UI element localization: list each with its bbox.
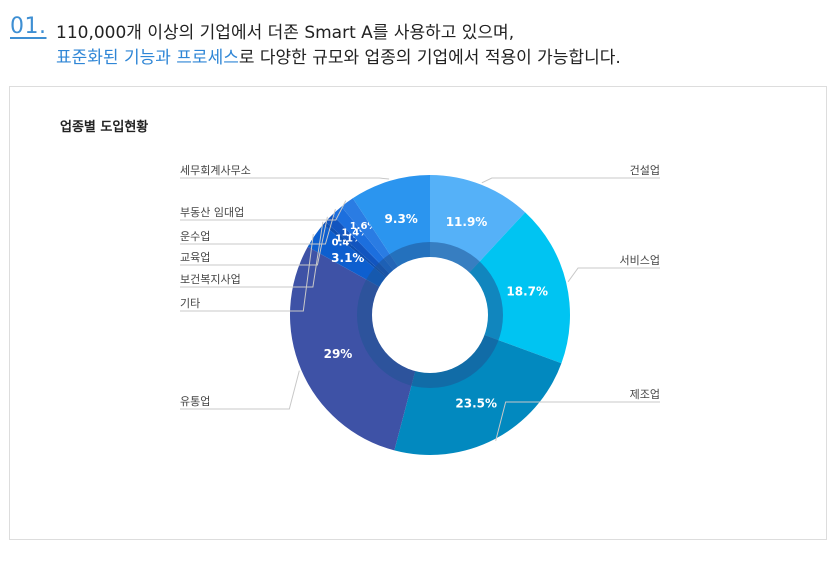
- leader-line-1: [567, 267, 660, 283]
- leader-line-9: [180, 177, 390, 180]
- slice-5: [323, 221, 389, 280]
- slice-value-label-0: 11.9%: [446, 215, 488, 229]
- slice-7: [332, 206, 396, 276]
- leader-line-6: [180, 216, 328, 266]
- header-line-2: 표준화된 기능과 프로세스로 다양한 규모와 업종의 기업에서 적용이 가능합니…: [56, 43, 621, 68]
- leader-line-3: [180, 370, 300, 410]
- category-label-1: 서비스업: [620, 254, 660, 267]
- slice-value-label-1: 18.7%: [506, 285, 548, 299]
- slice-value-label-2: 23.5%: [455, 397, 497, 411]
- category-label-3: 유통업: [180, 395, 210, 408]
- slice-value-label-9: 9.3%: [385, 212, 418, 226]
- leader-line-8: [180, 200, 347, 221]
- header-line-2-rest: 로 다양한 규모와 업종의 기업에서 적용이 가능합니다.: [238, 48, 621, 68]
- section-number: 01.: [10, 14, 47, 39]
- category-label-6: 교육업: [180, 251, 210, 264]
- category-label-4: 기타: [180, 297, 200, 310]
- donut-hole: [372, 257, 488, 373]
- slice-4: [307, 224, 389, 289]
- category-label-8: 부동산 임대업: [180, 206, 244, 219]
- category-label-5: 보건복지사업: [180, 273, 241, 286]
- header-line-1: 110,000개 이상의 기업에서 더존 Smart A를 사용하고 있으며,: [56, 23, 515, 43]
- category-label-2: 제조업: [630, 388, 660, 401]
- slice-value-label-3: 29%: [324, 347, 353, 361]
- chart-title: 업종별 도입현황: [60, 120, 149, 135]
- category-label-9: 세무회계사무소: [180, 164, 251, 177]
- category-label-7: 운수업: [180, 230, 210, 243]
- category-label-0: 건설업: [630, 164, 660, 177]
- leader-line-4: [180, 234, 314, 312]
- slice-value-label-6: 1.1%: [335, 234, 363, 245]
- slice-8: [341, 198, 400, 273]
- slice-value-label-5: 0.4%: [332, 237, 360, 248]
- slice-2: [394, 333, 562, 455]
- slice-3: [290, 246, 416, 451]
- leader-line-0: [481, 177, 660, 184]
- header-highlight: 표준화된 기능과 프로세스: [56, 48, 239, 68]
- leader-line-2: [495, 401, 660, 442]
- leader-line-7: [180, 208, 336, 245]
- slice-value-label-8: 1.6%: [350, 221, 378, 232]
- slice-value-label-7: 1.4%: [342, 227, 370, 238]
- slice-value-label-4: 3.1%: [331, 251, 364, 265]
- slice-6: [325, 214, 392, 279]
